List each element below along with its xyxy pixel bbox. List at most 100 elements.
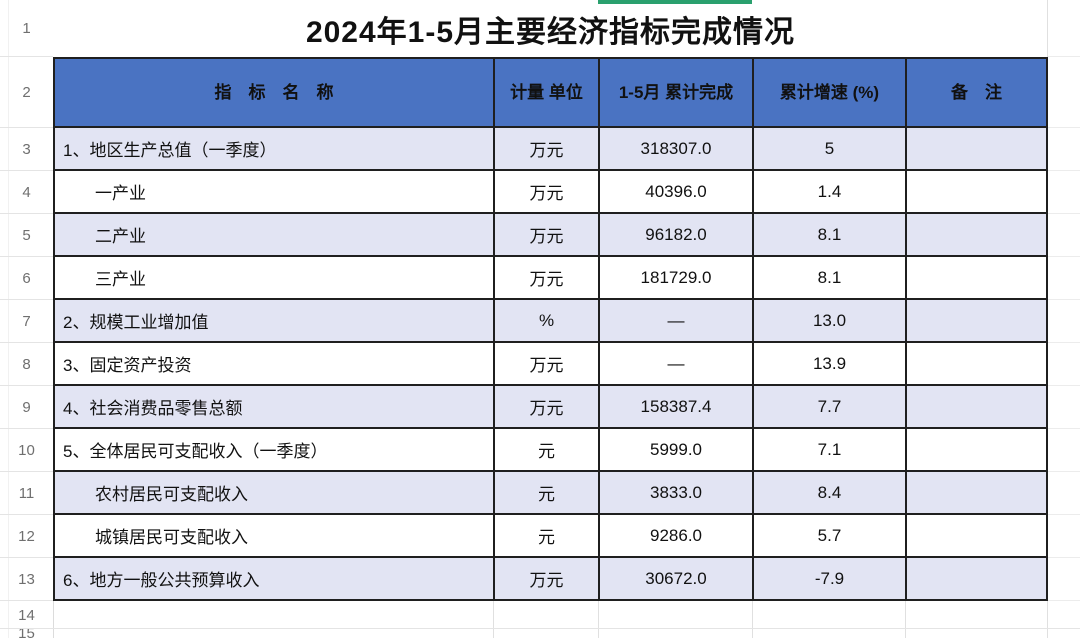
- gridline: [1048, 299, 1080, 300]
- cell-growth[interactable]: 8.1: [754, 257, 907, 298]
- gridline: [0, 557, 53, 558]
- gridline: [1048, 213, 1080, 214]
- cell-indicator-name[interactable]: 二产业: [55, 214, 495, 255]
- row-number[interactable]: 6: [22, 270, 31, 287]
- cell-value[interactable]: 96182.0: [600, 214, 754, 255]
- cell-remark[interactable]: [907, 171, 1046, 212]
- cell-unit[interactable]: 万元: [495, 343, 600, 384]
- table-row: 5、全体居民可支配收入（一季度）元 5999.0 7.1: [55, 429, 1046, 472]
- title-cell[interactable]: 2024年1-5月主要经济指标完成情况: [53, 0, 1048, 57]
- gridline: [8, 0, 9, 638]
- cell-remark[interactable]: [907, 128, 1046, 169]
- row-number[interactable]: 14: [18, 606, 35, 624]
- cell-value[interactable]: 318307.0: [600, 128, 754, 169]
- column-header-cumulative[interactable]: 1-5月 累计完成: [600, 59, 754, 126]
- cell-value[interactable]: 30672.0: [600, 558, 754, 599]
- cell-unit[interactable]: 万元: [495, 214, 600, 255]
- gridline: [1048, 600, 1080, 601]
- sheet-title: 2024年1-5月主要经济指标完成情况: [305, 15, 796, 49]
- cell-value[interactable]: 40396.0: [600, 171, 754, 212]
- cell-unit[interactable]: 万元: [495, 171, 600, 212]
- column-header-growth-rate[interactable]: 累计增速 (%): [754, 59, 907, 126]
- row-number[interactable]: 8: [22, 356, 31, 373]
- cell-indicator-name[interactable]: 4、社会消费品零售总额: [55, 386, 495, 427]
- cell-growth[interactable]: 8.4: [754, 472, 907, 513]
- cell-value[interactable]: 181729.0: [600, 257, 754, 298]
- cell-value[interactable]: —: [600, 343, 754, 384]
- cell-remark[interactable]: [907, 429, 1046, 470]
- table-body: 1、地区生产总值（一季度） 万元 318307.0 5 一产业 万元 40396.0 1.4 二…: [55, 128, 1046, 601]
- row-number[interactable]: 2: [22, 84, 31, 101]
- column-header-remark[interactable]: 备 注: [951, 83, 1002, 102]
- cell-remark[interactable]: [907, 343, 1046, 384]
- gridline: [1047, 601, 1048, 638]
- column-header-indicator-name[interactable]: 指 标 名 称: [55, 59, 495, 126]
- row-number[interactable]: 10: [18, 442, 35, 459]
- cell-value[interactable]: 3833.0: [600, 472, 754, 513]
- gridline: [493, 601, 494, 638]
- row-number[interactable]: 13: [18, 571, 35, 588]
- cell-remark[interactable]: [907, 214, 1046, 255]
- cell-indicator-name[interactable]: 2、规模工业增加值: [55, 300, 495, 341]
- gridline: [1048, 514, 1080, 515]
- cell-growth[interactable]: 13.0: [754, 300, 907, 341]
- cell-remark[interactable]: [907, 300, 1046, 341]
- cell-growth[interactable]: 1.4: [754, 171, 907, 212]
- selection-indicator-bar: [598, 0, 752, 4]
- cell-remark[interactable]: [907, 472, 1046, 513]
- cell-unit[interactable]: 元: [495, 515, 600, 556]
- gridline: [598, 601, 599, 638]
- cell-value[interactable]: —: [600, 300, 754, 341]
- cell-unit[interactable]: 元: [495, 472, 600, 513]
- table-row: 三产业 万元 181729.0 8.1: [55, 257, 1046, 300]
- cell-growth[interactable]: 13.9: [754, 343, 907, 384]
- cell-unit[interactable]: 万元: [495, 257, 600, 298]
- cell-remark[interactable]: [907, 386, 1046, 427]
- cell-unit[interactable]: 万元: [495, 128, 600, 169]
- gridline: [0, 385, 53, 386]
- cell-remark[interactable]: [907, 515, 1046, 556]
- gridline: [1048, 471, 1080, 472]
- cell-indicator-name[interactable]: 农村居民可支配收入: [55, 472, 495, 513]
- cell-growth[interactable]: 5: [754, 128, 907, 169]
- cell-value[interactable]: 158387.4: [600, 386, 754, 427]
- column-header-unit[interactable]: 计量 单位: [495, 59, 600, 126]
- cell-value[interactable]: 9286.0: [600, 515, 754, 556]
- cell-remark[interactable]: [907, 257, 1046, 298]
- table-row: 3、固定资产投资 万元 —13.9: [55, 343, 1046, 386]
- cell-unit[interactable]: %: [495, 300, 600, 341]
- cell-indicator-name[interactable]: 3、固定资产投资: [55, 343, 495, 384]
- cell-indicator-name[interactable]: 三产业: [55, 257, 495, 298]
- row-number[interactable]: 7: [22, 313, 31, 330]
- cell-growth[interactable]: 7.1: [754, 429, 907, 470]
- cell-unit[interactable]: 元: [495, 429, 600, 470]
- cell-growth[interactable]: -7.9: [754, 558, 907, 599]
- gridline: [1048, 385, 1080, 386]
- cell-growth[interactable]: 5.7: [754, 515, 907, 556]
- row-number[interactable]: 1: [22, 20, 31, 37]
- row-number[interactable]: 11: [18, 485, 35, 502]
- row-number[interactable]: 12: [18, 528, 35, 545]
- cell-growth[interactable]: 7.7: [754, 386, 907, 427]
- cell-remark[interactable]: [907, 558, 1046, 599]
- table-row: 2、规模工业增加值% —13.0: [55, 300, 1046, 343]
- gridline: [0, 471, 53, 472]
- cell-indicator-name[interactable]: 1、地区生产总值（一季度）: [55, 128, 495, 169]
- cell-indicator-name[interactable]: 5、全体居民可支配收入（一季度）: [55, 429, 495, 470]
- gridline: [0, 299, 53, 300]
- table-row: 农村居民可支配收入元 3833.0 8.4: [55, 472, 1046, 515]
- cell-value[interactable]: 5999.0: [600, 429, 754, 470]
- row-number[interactable]: 15: [18, 629, 35, 638]
- cell-unit[interactable]: 万元: [495, 558, 600, 599]
- cell-growth[interactable]: 8.1: [754, 214, 907, 255]
- cell-unit[interactable]: 万元: [495, 386, 600, 427]
- row-number[interactable]: 3: [22, 141, 31, 158]
- cell-indicator-name[interactable]: 一产业: [55, 171, 495, 212]
- row-number[interactable]: 5: [22, 227, 31, 244]
- row-number[interactable]: 4: [22, 184, 31, 201]
- cell-indicator-name[interactable]: 城镇居民可支配收入: [55, 515, 495, 556]
- gridline: [0, 56, 53, 57]
- cell-indicator-name[interactable]: 6、地方一般公共预算收入: [55, 558, 495, 599]
- table-header-row: 指 标 名 称 计量 单位 1-5月 累计完成 累计增速 (%) 备 注: [55, 59, 1046, 128]
- row-number[interactable]: 9: [22, 399, 31, 416]
